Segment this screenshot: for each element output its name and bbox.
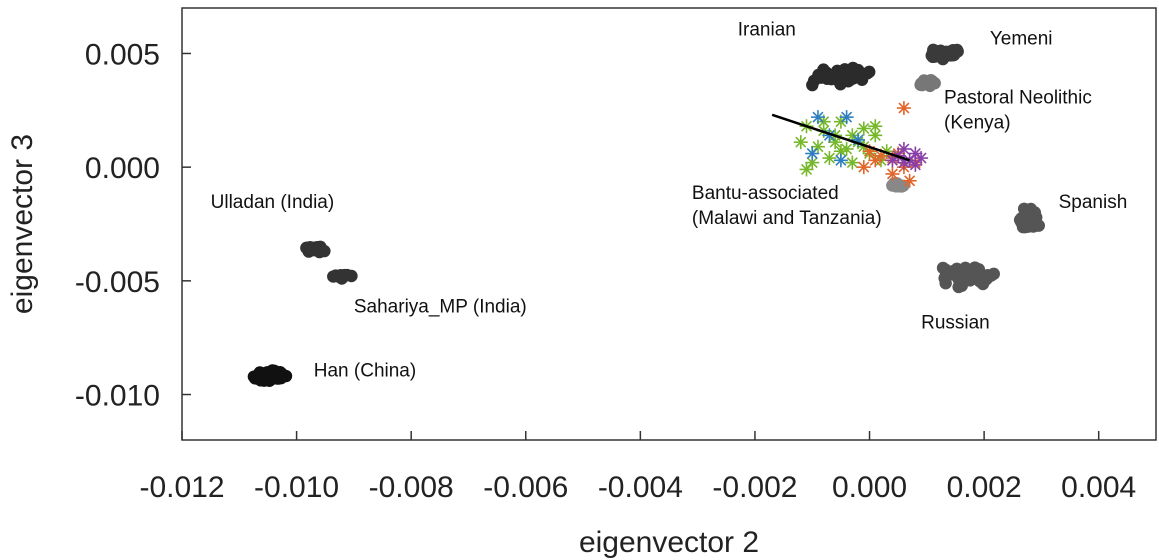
star-point [845, 155, 860, 170]
x-tick-label: 0.004 [1061, 471, 1136, 504]
cluster-label: Yemeni [990, 28, 1053, 49]
star-point [839, 110, 854, 125]
x-axis-title: eigenvector 2 [579, 526, 759, 559]
star-point [902, 173, 917, 188]
cluster-labels: Iranian Yemeni Pastoral Neolithic (Kenya) Sp… [211, 19, 1128, 381]
star-point [885, 166, 900, 181]
x-axis-ticks: -0.012 -0.010 -0.008 -0.006 -0.004 -0.002 0.00… [139, 431, 1136, 504]
cluster-point [863, 65, 876, 79]
y-tick-label: -0.010 [75, 380, 160, 413]
star-point [793, 135, 808, 150]
star-point [862, 144, 877, 159]
y-tick-label: 0.005 [85, 38, 160, 71]
cluster-point [942, 45, 956, 59]
x-tick-label: -0.008 [369, 471, 454, 504]
star-point [810, 110, 825, 125]
cluster-point [842, 75, 855, 88]
star-point [805, 146, 820, 161]
cluster-label: Sahariya_MP (India) [354, 297, 527, 318]
star-point [896, 141, 911, 156]
star-point [856, 121, 871, 136]
cluster-point [1021, 215, 1035, 228]
cluster-label: Russian [921, 313, 990, 334]
cluster-point [806, 78, 819, 92]
cluster-point [817, 63, 830, 76]
star-point [839, 141, 854, 156]
cluster-point [1032, 219, 1045, 232]
cluster-label: Spanish [1059, 192, 1128, 213]
cluster-point [304, 243, 317, 256]
cluster-point [929, 49, 942, 62]
cluster-point [915, 78, 929, 92]
y-axis-ticks: 0.005 0.000 -0.005 -0.010 [75, 38, 191, 413]
star-point [799, 162, 814, 177]
star-points [793, 101, 929, 188]
cluster-point [265, 371, 278, 385]
cluster-point [896, 179, 909, 193]
cluster-label: Bantu-associated (Malawi and Tanzania) [692, 183, 882, 229]
trend-line [771, 113, 911, 162]
cluster-label: Han (China) [314, 360, 416, 381]
cluster-label: Iranian [738, 19, 796, 40]
star-point [896, 101, 911, 116]
x-tick-label: -0.006 [483, 471, 568, 504]
cluster-label: Pastoral Neolithic (Kenya) [944, 87, 1092, 133]
cluster-point [939, 277, 952, 290]
cluster-points [247, 43, 1045, 387]
cluster-point [964, 266, 977, 280]
x-tick-label: -0.002 [712, 471, 797, 504]
x-tick-label: -0.004 [598, 471, 683, 504]
star-point [816, 114, 831, 129]
star-point [908, 157, 923, 172]
y-axis-title: eigenvector 3 [6, 134, 39, 314]
x-tick-label: -0.012 [139, 471, 224, 504]
y-tick-label: 0.000 [85, 152, 160, 185]
star-point [868, 119, 883, 134]
x-tick-label: -0.010 [254, 471, 339, 504]
plot-frame [181, 7, 1157, 441]
cluster-point [335, 272, 349, 285]
cluster-point [951, 271, 965, 284]
star-point [833, 153, 848, 168]
cluster-point [825, 71, 839, 84]
y-tick-label: -0.005 [75, 266, 160, 299]
cluster-point [984, 269, 998, 282]
star-point [822, 151, 837, 166]
cluster-label: Ulladan (India) [211, 192, 335, 213]
cluster-point [952, 280, 965, 294]
x-tick-label: 0.000 [832, 471, 907, 504]
cluster-point [274, 371, 288, 384]
x-tick-label: 0.002 [947, 471, 1022, 504]
star-point [868, 153, 883, 168]
star-point [856, 160, 871, 175]
